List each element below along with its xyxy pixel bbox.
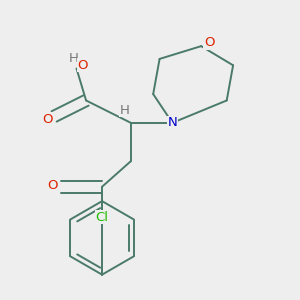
Text: Cl: Cl — [96, 211, 109, 224]
Text: O: O — [78, 59, 88, 72]
Text: H: H — [119, 103, 129, 117]
Text: H: H — [68, 52, 78, 65]
Text: O: O — [204, 36, 214, 50]
Text: N: N — [167, 116, 177, 129]
Text: O: O — [47, 179, 58, 192]
Text: O: O — [43, 113, 53, 126]
